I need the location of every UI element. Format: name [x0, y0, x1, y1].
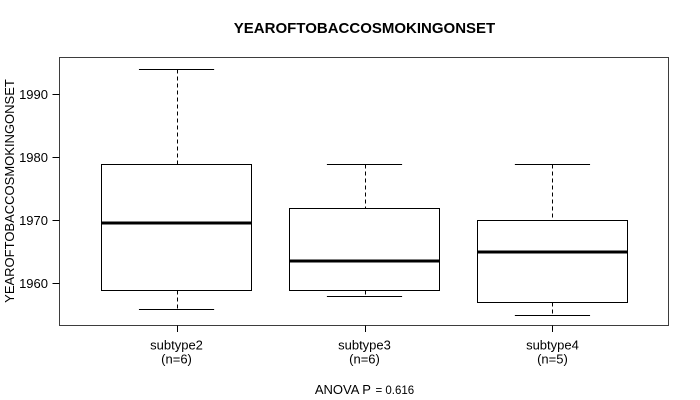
box-subtype3: [289, 208, 440, 291]
group-label-subtype3: subtype3: [338, 338, 391, 353]
y-tick-label: 1970: [19, 213, 48, 228]
group-sublabel-subtype2: (n=6): [161, 352, 192, 367]
group-label-subtype2: subtype2: [150, 338, 203, 353]
group-label-subtype4: subtype4: [526, 338, 579, 353]
anova-value: = 0.616: [375, 385, 415, 397]
box-subtype4: [477, 220, 628, 303]
group-sublabel-subtype3: (n=6): [349, 352, 380, 367]
y-tick-label: 1960: [19, 276, 48, 291]
y-axis: 1960 1970 1980 1990: [19, 87, 60, 291]
plot-frame: [59, 57, 669, 326]
boxplot-boxes: [101, 69, 628, 316]
box-subtype2: [101, 164, 252, 291]
y-tick-label: 1980: [19, 150, 48, 165]
anova-label: ANOVA P: [314, 382, 371, 397]
x-axis: subtype2(n=6)subtype3(n=6)subtype4(n=5): [150, 325, 579, 367]
group-sublabel-subtype4: (n=5): [537, 352, 568, 367]
y-tick-label: 1990: [19, 87, 48, 102]
chart-title: YEAROFTOBACCOSMOKINGONSET: [233, 20, 496, 37]
anova-annotation: ANOVA P = 0.616: [60, 381, 669, 399]
y-axis-label: YEAROFTOBACCOSMOKINGONSET: [2, 79, 17, 303]
